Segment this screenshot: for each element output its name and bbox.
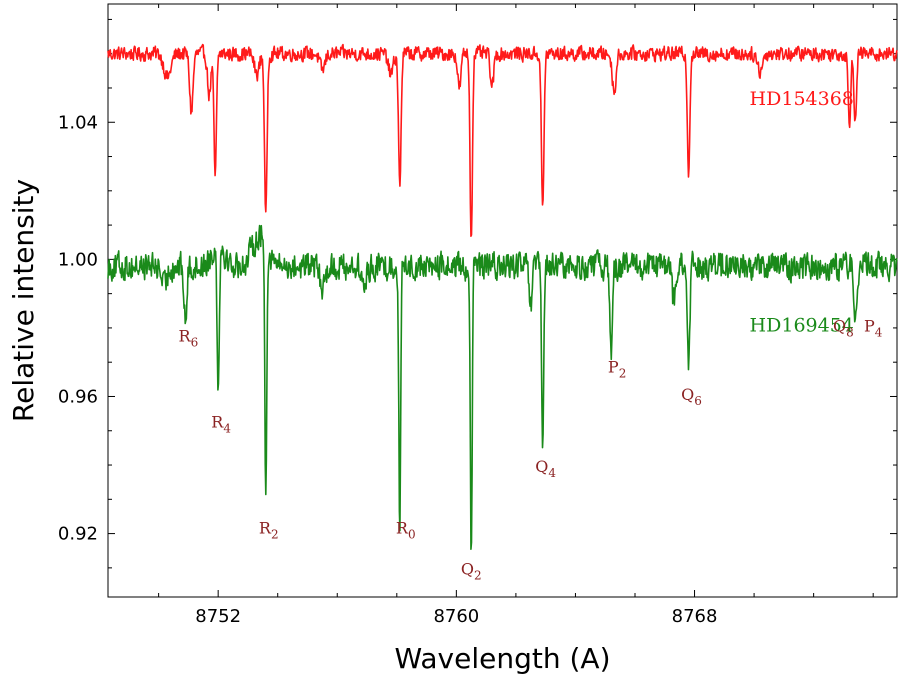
series-group <box>107 43 898 550</box>
line-annotation-r0: R0 <box>396 519 416 542</box>
x-tick-label: 8752 <box>195 606 241 627</box>
series-line-hd154368 <box>107 43 898 237</box>
line-annotation-r2: R2 <box>259 519 279 542</box>
annotation-subscript: 4 <box>223 421 231 435</box>
line-annotation-q4: Q4 <box>535 457 556 480</box>
y-tick-label: 0.96 <box>58 386 98 407</box>
annotation-base: R <box>211 412 224 431</box>
series-labels: HD154368 HD169454 <box>750 88 854 336</box>
line-annotation-q8: Q8 <box>833 316 854 339</box>
annotation-base: Q <box>461 560 474 579</box>
annotation-base: Q <box>681 385 694 404</box>
line-annotation-p2: P2 <box>608 357 626 380</box>
plot-frame <box>107 3 898 598</box>
annotation-base: Q <box>535 457 548 476</box>
y-tick-label: 1.00 <box>58 249 98 270</box>
annotation-subscript: 6 <box>191 336 199 350</box>
annotation-subscript: 6 <box>694 394 702 408</box>
annotation-subscript: 0 <box>408 528 416 542</box>
x-axis-label: Wavelength (A) <box>394 642 610 675</box>
annotation-subscript: 2 <box>619 366 627 380</box>
annotation-subscript: 2 <box>271 528 279 542</box>
x-tick-label: 8768 <box>672 606 718 627</box>
series-line-hd169454 <box>107 224 898 550</box>
line-annotation-r4: R4 <box>211 412 231 435</box>
series-label-hd169454: HD169454 <box>750 314 854 336</box>
y-tick-label: 0.92 <box>58 524 98 545</box>
annotation-base: R <box>259 519 272 538</box>
annotation-base: P <box>864 316 875 335</box>
y-tick-label: 1.04 <box>58 112 98 133</box>
annotation-subscript: 2 <box>474 569 482 583</box>
series-label-hd154368: HD154368 <box>750 88 854 110</box>
y-axis-label: Relative intensity <box>7 179 40 422</box>
annotation-base: R <box>179 327 192 346</box>
x-tick-label: 8760 <box>433 606 479 627</box>
annotation-base: Q <box>833 316 846 335</box>
annotation-base: P <box>608 357 619 376</box>
line-annotation-q6: Q6 <box>681 385 702 408</box>
axis-ticks <box>108 4 897 597</box>
line-annotation-p4: P4 <box>864 316 883 339</box>
line-annotation-q2: Q2 <box>461 560 482 583</box>
annotation-base: R <box>396 519 409 538</box>
line-annotation-r6: R6 <box>179 327 199 350</box>
annotation-subscript: 4 <box>875 325 883 339</box>
axis-tick-labels: 8752 8760 8768 0.92 0.96 1.00 1.04 <box>58 112 718 627</box>
annotation-subscript: 4 <box>548 466 556 480</box>
annotation-subscript: 8 <box>846 325 854 339</box>
